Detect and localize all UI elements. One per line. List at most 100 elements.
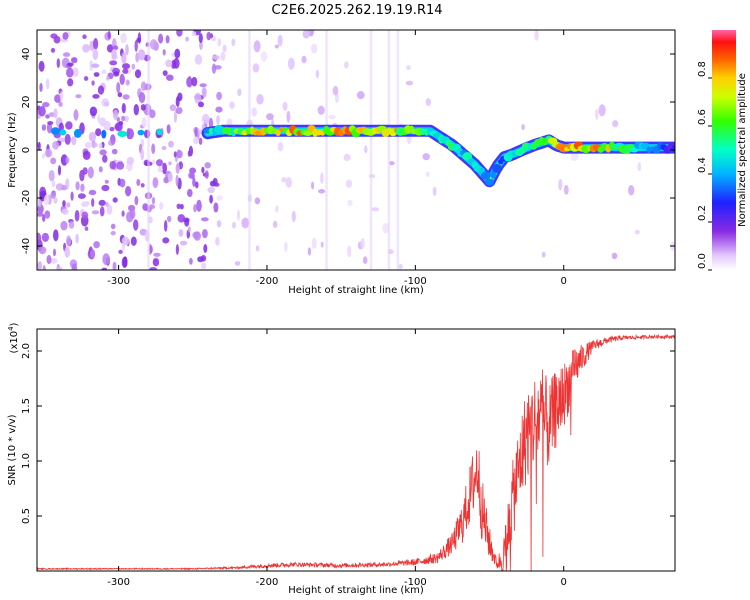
noise-speckle (165, 35, 170, 44)
spectrogram-image (37, 30, 675, 270)
noise-speckle (398, 264, 403, 269)
noise-speckle (286, 110, 291, 123)
noise-streak (387, 30, 391, 270)
noise-speckle (541, 251, 546, 258)
colorbar-tick-label: 0.0 (697, 253, 708, 269)
noise-speckle (169, 104, 177, 112)
noise-speckle (168, 140, 174, 148)
noise-speckle (612, 120, 619, 128)
y-tick-label: 20 (21, 96, 32, 109)
noise-speckle (89, 106, 98, 117)
x-tick-label: -200 (256, 276, 279, 287)
noise-speckle (82, 150, 91, 160)
noise-speckle (184, 218, 190, 227)
noise-speckle (142, 203, 149, 211)
noise-speckle (82, 167, 88, 175)
noise-speckle (88, 189, 97, 196)
noise-speckle (198, 33, 203, 44)
noise-speckle (101, 184, 110, 192)
noise-speckle (109, 60, 118, 66)
noise-speckle (187, 150, 191, 157)
noise-speckle (193, 231, 201, 241)
noise-speckle (134, 40, 138, 52)
y-tick-label: 1.0 (21, 453, 32, 469)
noise-streak (325, 30, 328, 270)
noise-speckle (52, 141, 59, 150)
noise-speckle (130, 236, 137, 246)
noise-speckle (47, 121, 54, 125)
noise-speckle (166, 124, 171, 134)
colorbar-tick-label: 0.8 (697, 61, 708, 77)
noise-speckle (58, 101, 63, 107)
noise-speckle (177, 92, 183, 102)
noise-speckle (121, 115, 126, 122)
noise-speckle (41, 124, 47, 131)
noise-streak (147, 30, 150, 270)
noise-speckle (197, 256, 204, 263)
noise-speckle (185, 36, 189, 42)
noise-speckle (253, 40, 261, 53)
noise-speckle (151, 159, 156, 164)
noise-speckle (558, 178, 563, 191)
noise-speckle (284, 241, 288, 252)
noise-speckle (198, 101, 204, 108)
noise-speckle (49, 257, 58, 264)
noise-speckle (117, 92, 123, 98)
noise-speckle (75, 181, 80, 191)
noise-speckle (141, 117, 147, 128)
noise-speckle (106, 76, 110, 81)
noise-speckle (285, 177, 293, 188)
noise-speckle (67, 62, 74, 67)
x-tick-label: -200 (256, 577, 279, 588)
noise-speckle (236, 209, 241, 221)
noise-speckle (62, 200, 66, 207)
noise-speckle (171, 59, 177, 69)
noise-speckle (634, 229, 640, 235)
noise-speckle (70, 191, 74, 201)
noise-speckle (162, 237, 170, 244)
noise-speckle (563, 184, 569, 195)
noise-speckle (201, 87, 207, 98)
noise-speckle (311, 43, 318, 54)
noise-speckle (209, 194, 214, 204)
noise-speckle (110, 231, 116, 236)
noise-speckle (256, 94, 264, 105)
noise-speckle (59, 91, 64, 101)
noise-speckle (61, 184, 67, 191)
noise-speckle (251, 107, 257, 117)
noise-speckle (311, 181, 315, 190)
x-tick-label: -100 (404, 276, 427, 287)
noise-speckle (73, 109, 79, 121)
noise-speckle (43, 194, 50, 206)
noise-speckle (71, 136, 77, 146)
noise-speckle (277, 34, 283, 47)
noise-speckle (75, 94, 82, 99)
noise-speckle (50, 47, 56, 53)
noise-speckle (98, 143, 103, 149)
noise-speckle (140, 81, 147, 91)
noise-speckle (165, 59, 173, 68)
noise-speckle (521, 124, 525, 131)
noise-streak (248, 30, 251, 270)
noise-speckle (216, 195, 223, 201)
noise-speckle (356, 91, 365, 100)
noise-speckle (229, 101, 235, 109)
noise-speckle (53, 108, 58, 119)
noise-speckle (167, 215, 172, 223)
noise-speckle (213, 202, 219, 213)
noise-speckle (237, 88, 242, 97)
noise-speckle (84, 226, 89, 231)
noise-speckle (162, 70, 168, 76)
noise-speckle (234, 261, 241, 266)
noise-speckle (158, 33, 164, 44)
noise-speckle (174, 48, 181, 59)
noise-speckle (187, 188, 193, 198)
noise-speckle (216, 115, 220, 125)
noise-speckle (201, 217, 209, 222)
signal-blob (492, 163, 502, 173)
signal-blob (462, 152, 473, 161)
spectrogram-xlabel: Height of straight line (km) (288, 285, 424, 296)
noise-speckle (91, 210, 100, 215)
noise-speckle (83, 76, 89, 81)
y-tick-label: -20 (21, 190, 32, 206)
